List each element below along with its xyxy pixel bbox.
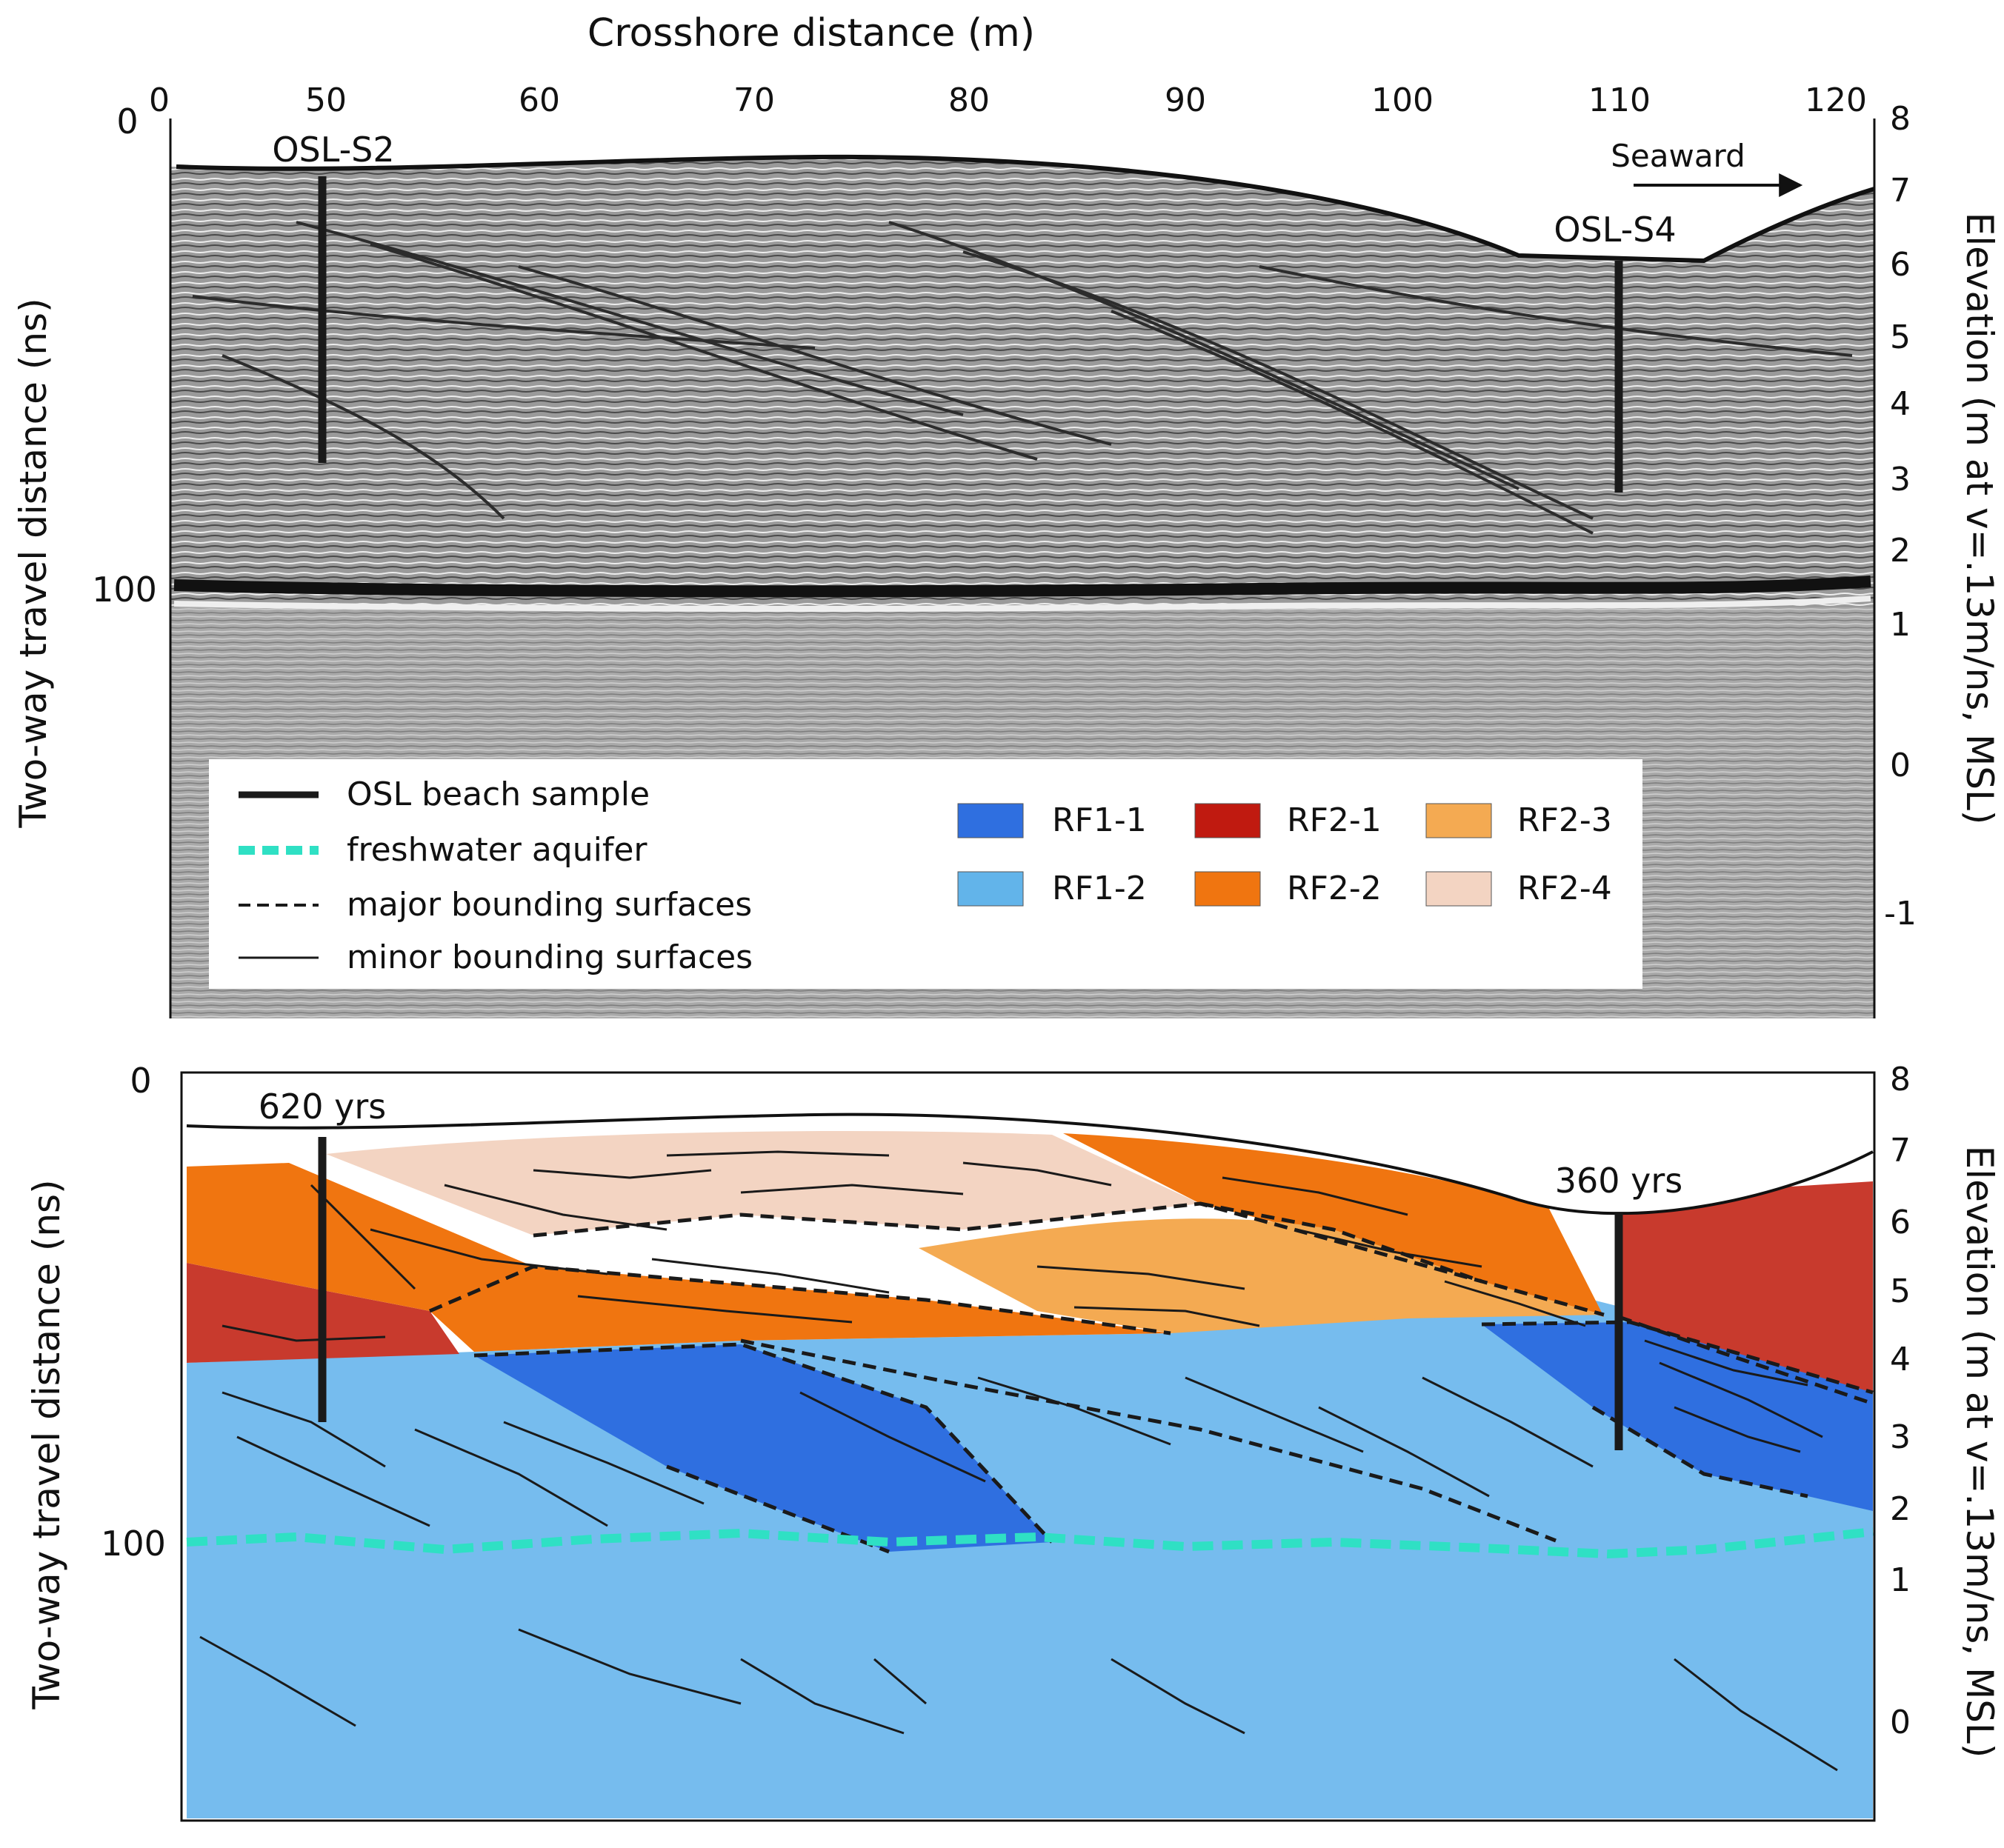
legend-label-osl-sample: OSL beach sample <box>347 775 650 813</box>
unit-rf2-1-right <box>1619 1181 1873 1411</box>
air-above-surface <box>170 119 1874 261</box>
strong-reflector <box>173 576 1871 598</box>
x-axis-title: Crosshore distance (m) <box>587 11 1035 56</box>
bottom-right-tick: 0 <box>1890 1704 1911 1741</box>
top-right-tick: 7 <box>1890 172 1911 210</box>
x-axis-ticks: 0 50 60 70 80 90 100 110 120 <box>149 81 1867 119</box>
top-gpr-panel: OSL-S2 OSL-S4 Seaward Two-way travel dis… <box>12 100 2001 1018</box>
x-tick-label: 50 <box>305 81 347 119</box>
unit-rf2-3 <box>919 1218 1604 1333</box>
sample-label-osl-s4: OSL-S4 <box>1554 210 1676 250</box>
unit-rf1-1-right <box>1482 1322 1873 1511</box>
unit-rf2-2-left <box>187 1163 1171 1352</box>
bottom-right-tick: 1 <box>1890 1561 1911 1599</box>
x-tick-label: 0 <box>149 81 170 119</box>
x-tick-label: 80 <box>948 81 990 119</box>
ground-surface <box>176 154 1875 264</box>
ground-surface-bottom <box>186 1113 1874 1215</box>
top-right-tick: 6 <box>1890 246 1911 284</box>
legend-label-major-bounding: major bounding surfaces <box>347 886 752 924</box>
minor-bounding-surfaces <box>199 1150 1838 1772</box>
bottom-left-axis-title: Two-way travel distance (ns) <box>25 1179 68 1709</box>
age-label-360yrs: 360 yrs <box>1555 1161 1683 1201</box>
top-right-tick: 4 <box>1890 385 1911 423</box>
legend-swatch-rf2-3 <box>1425 803 1492 838</box>
legend-label-rf1-1: RF1-1 <box>1052 801 1147 839</box>
top-right-ticks: 8 7 6 5 4 3 2 1 0 -1 <box>1884 100 1917 933</box>
legend-label-rf1-2: RF1-2 <box>1052 870 1147 907</box>
legend-label-freshwater-aquifer: freshwater aquifer <box>347 831 648 869</box>
x-tick-label: 90 <box>1165 81 1206 119</box>
bottom-right-tick: 6 <box>1890 1204 1911 1241</box>
x-tick-label: 110 <box>1588 81 1651 119</box>
top-left-axis-title: Two-way travel distance (ns) <box>12 298 55 828</box>
legend-swatch-rf2-1 <box>1194 803 1261 838</box>
x-tick-label: 60 <box>519 81 560 119</box>
x-tick-label: 70 <box>733 81 775 119</box>
unit-rf1-1-left <box>474 1344 1052 1552</box>
bottom-right-tick: 7 <box>1890 1132 1911 1170</box>
freshwater-aquifer-line <box>186 1527 1874 1559</box>
legend-label-rf2-1: RF2-1 <box>1287 801 1382 839</box>
legend-label-rf2-2: RF2-2 <box>1287 870 1382 907</box>
bottom-left-tick: 0 <box>130 1061 151 1101</box>
top-right-axis-title: Elevation (m at v=.13m/ns, MSL) <box>1958 213 2001 825</box>
top-right-tick: 2 <box>1890 532 1911 570</box>
bottom-right-tick: 3 <box>1890 1418 1911 1456</box>
bottom-right-tick: 8 <box>1890 1061 1911 1098</box>
unit-rf2-2-right <box>1063 1133 1604 1317</box>
legend-label-rf2-3: RF2-3 <box>1517 801 1612 839</box>
x-tick-label: 120 <box>1805 81 1867 119</box>
sample-label-osl-s2: OSL-S2 <box>272 130 394 170</box>
bottom-right-tick: 5 <box>1890 1272 1911 1310</box>
bottom-right-tick: 4 <box>1890 1341 1911 1378</box>
bottom-interpretation-panel: 620 yrs 360 yrs Two-way travel distance … <box>25 1061 2001 1822</box>
legend-box <box>209 759 1642 989</box>
top-right-tick: -1 <box>1884 895 1917 933</box>
legend-swatch-rf2-4 <box>1425 871 1492 907</box>
top-right-tick: 5 <box>1890 318 1911 356</box>
bottom-right-axis-title: Elevation (m at v=.13m/ns, MSL) <box>1958 1146 2001 1758</box>
seaward-label: Seaward <box>1611 138 1745 174</box>
top-left-tick: 0 <box>116 101 138 141</box>
bottom-right-tick: 2 <box>1890 1490 1911 1528</box>
air-above-surface-bottom <box>185 1074 1871 1214</box>
top-right-tick: 8 <box>1890 100 1911 138</box>
top-right-tick: 0 <box>1890 747 1911 784</box>
legend-swatch-rf1-2 <box>957 871 1024 907</box>
top-left-tick: 100 <box>92 570 157 610</box>
legend-swatch-rf2-2 <box>1194 871 1261 907</box>
top-right-tick: 3 <box>1890 461 1911 498</box>
top-right-tick: 1 <box>1890 606 1911 644</box>
legend-label-rf2-4: RF2-4 <box>1517 870 1612 907</box>
bottom-right-ticks: 8 7 6 5 4 3 2 1 0 <box>1890 1061 1911 1741</box>
legend-swatch-rf1-1 <box>957 803 1024 838</box>
age-label-620yrs: 620 yrs <box>259 1087 387 1127</box>
legend: OSL beach sample freshwater aquifer majo… <box>209 759 1642 989</box>
x-tick-label: 100 <box>1371 81 1434 119</box>
bottom-left-tick: 100 <box>101 1524 166 1564</box>
legend-label-minor-bounding: minor bounding surfaces <box>347 938 753 976</box>
dipping-reflectors <box>192 221 1853 535</box>
